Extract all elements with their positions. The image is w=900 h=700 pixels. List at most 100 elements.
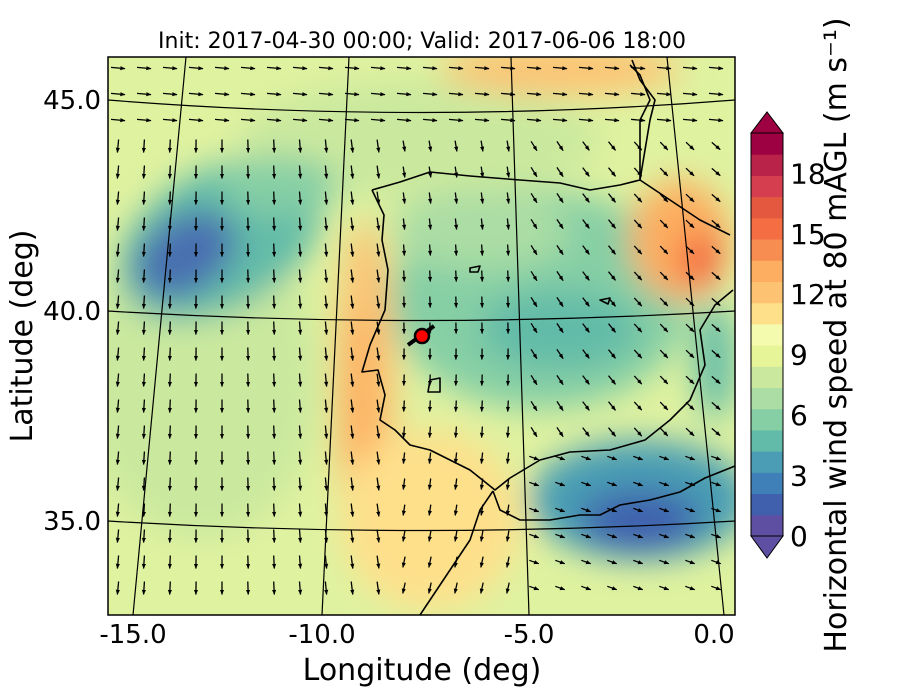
wind-vector [266,66,282,71]
wind-vector [530,192,538,204]
wind-vector [480,192,485,205]
wind-vector [402,166,407,178]
wind-vector [607,401,617,411]
wind-vector [711,349,721,359]
wind-vector [272,191,277,206]
wind-vector [506,192,511,205]
wind-vector [474,92,490,97]
wind-vector [453,270,459,283]
wind-vector [659,507,670,513]
wind-vector [530,140,538,152]
wind-vector [427,478,432,491]
wind-vector [350,191,355,206]
france-coastline [631,59,656,181]
wind-vector [607,245,617,255]
wind-vector [530,374,538,386]
x-axis-label: Longitude (deg) [303,653,542,688]
wind-vector [298,581,303,596]
wind-vector [318,118,334,123]
wind-vector [500,118,516,123]
speed-region-northeast-core [678,230,722,290]
wind-vector [428,166,433,178]
graticule [108,57,735,615]
wind-vector [453,504,458,516]
wind-vector [167,295,172,310]
wind-vector [350,217,355,232]
wind-vector [479,582,484,594]
wind-vector [711,585,722,591]
wind-vector [350,347,355,362]
wind-vector [582,193,590,203]
wind-vector [350,165,355,180]
wind-vector [479,530,484,542]
wind-vector [427,426,433,439]
wind-vector [115,243,120,258]
wind-vector [630,66,646,71]
wind-vector [556,401,564,412]
wind-vector [344,66,360,71]
wind-vector [376,295,381,309]
site-marker [406,324,436,347]
wind-vector [607,297,617,307]
wind-vector [110,66,126,71]
wind-vector [659,585,670,591]
wind-vector [115,451,120,466]
wind-vector [506,166,511,178]
colorbar-tick-label: 15 [790,218,826,251]
wind-vector [162,118,178,123]
wind-vector [376,529,381,543]
wind-vector [376,503,381,517]
wind-vector [376,217,381,231]
wind-vector [530,426,538,438]
wind-vector [318,66,334,71]
wind-vector [427,582,432,594]
wind-vector [711,455,722,461]
parallel-line [108,520,735,532]
wind-vector [556,427,564,438]
wind-vector [685,455,696,461]
wind-vector [324,243,329,258]
wind-vector [500,66,516,71]
wind-vector [659,193,669,203]
wind-vector [298,243,303,258]
wind-vector [167,165,172,180]
wind-vector [115,425,120,440]
wind-vector [376,243,381,257]
wind-vector [376,165,381,179]
wind-vector [298,347,303,362]
wind-vector [298,191,303,206]
wind-vector [607,219,617,229]
wind-vector [656,66,672,71]
wind-vector [141,191,146,206]
speed-region-low-northwest [220,155,340,215]
wind-vector [604,118,620,123]
wind-vector [633,401,643,411]
colorbar-segment [751,366,783,389]
wind-vector [711,481,722,487]
wind-vector [633,167,643,177]
wind-vector [141,373,146,388]
wind-vector [578,118,594,123]
wind-vector [214,66,230,71]
wind-vector [401,400,407,413]
wind-vector [401,452,406,465]
colorbar-segment [751,196,783,219]
wind-vector [479,426,485,439]
colorbar-tick-label: 12 [790,278,826,311]
wind-vector [167,425,172,440]
wind-vector [272,529,277,544]
wind-vector [659,559,670,565]
wind-vector [556,193,564,204]
wind-vector [711,401,721,411]
wind-vector [272,503,277,518]
wind-vector [505,530,510,542]
wind-vector [633,481,644,487]
wind-vector [552,118,568,123]
wind-vector [188,66,204,71]
wind-vector [633,193,643,203]
wind-vector [115,477,120,492]
wind-vector [344,118,360,123]
wind-vector [682,66,698,71]
wind-vector [401,504,406,516]
wind-vector [659,455,670,461]
